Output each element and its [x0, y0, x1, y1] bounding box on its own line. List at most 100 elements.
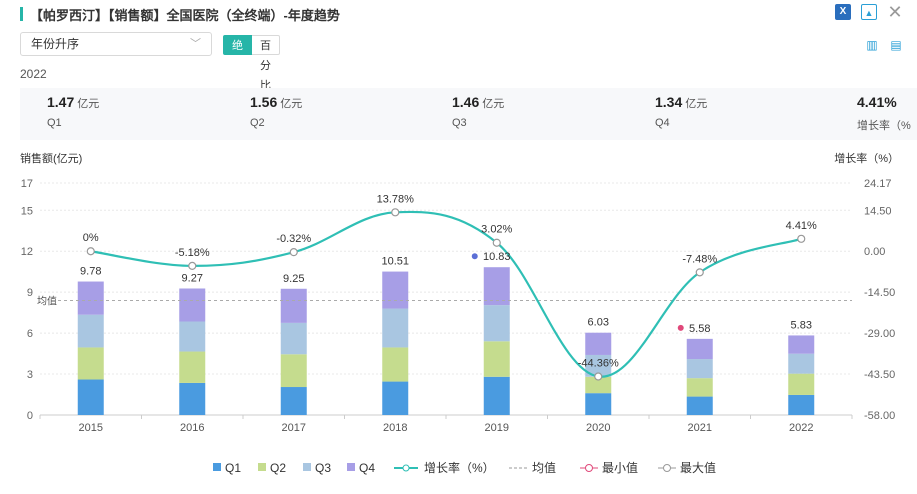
x-tick-label: 2019 [485, 422, 509, 434]
kpi-growth: 4.41% 增长率（% [857, 94, 911, 133]
bar-q1 [483, 376, 510, 415]
growth-point [797, 234, 806, 243]
bar-q4 [280, 288, 307, 323]
bar-q1 [585, 393, 612, 415]
total-label: 9.27 [182, 272, 203, 284]
growth-label: -44.36% [578, 357, 619, 369]
image-icon[interactable]: ▲ [861, 4, 877, 20]
legend-label: Q1 [225, 461, 241, 475]
x-tick-label: 2022 [789, 422, 813, 434]
title-toolbar: X ▲ ✕ [835, 2, 903, 22]
close-icon[interactable]: ✕ [887, 2, 903, 22]
growth-point [492, 238, 501, 247]
bar-q3 [77, 314, 104, 348]
y2-tick-label: 0.00 [864, 246, 885, 258]
kpi-q2: 1.56 亿元 Q2 [250, 94, 302, 129]
title-bar: 【帕罗西汀】【销售额】全国医院（全终端）-年度趋势 X ▲ ✕ [0, 0, 917, 28]
y2-tick-label: -43.50 [864, 369, 895, 381]
x-tick-label: 2017 [282, 422, 306, 434]
kpi-label: Q3 [452, 117, 467, 129]
growth-point [594, 372, 603, 381]
growth-label: -7.48% [682, 253, 717, 265]
bar-q2 [585, 376, 612, 394]
kpi-label: Q2 [250, 117, 265, 129]
data-labels: 9.78 0% 9.27 -5.18% 9.25 -0.32% 10.51 13.78% 10.… [80, 193, 817, 369]
legend-line-marker [402, 464, 410, 472]
bar-q4 [585, 332, 612, 355]
grid: 0 -58.00 3 -43.50 6 -29.00 9 -14.50 12 0.00 15 14.5… [21, 178, 895, 422]
bar-chart-icon[interactable]: ▥ [866, 38, 878, 52]
bar-q4 [788, 335, 815, 354]
total-label: 10.51 [381, 256, 409, 268]
x-tick-label: 2021 [688, 422, 712, 434]
x-tick-label: 2015 [79, 422, 103, 434]
x-tick-label: 2016 [180, 422, 204, 434]
y-tick-label: 12 [21, 246, 33, 258]
bar-q3 [382, 308, 409, 348]
view-icons: ▥ ▤ [865, 38, 903, 52]
sort-select[interactable]: 年份升序 ﹀ [20, 32, 212, 56]
min-marker [677, 324, 684, 331]
growth-point [289, 248, 298, 257]
y2-tick-label: -29.00 [864, 328, 895, 340]
legend-label: Q4 [359, 461, 375, 475]
bar-q3 [179, 321, 206, 352]
kpi-value: 4.41% [857, 94, 897, 110]
document-icon[interactable]: ▤ [890, 38, 902, 52]
bar-q2 [179, 351, 206, 383]
y-tick-label: 3 [27, 369, 33, 381]
bar-q3 [686, 359, 713, 379]
summary-year: 2022 [20, 67, 47, 81]
growth-label: 13.78% [377, 193, 415, 205]
legend-label: 均值 [532, 460, 556, 475]
kpi-value: 1.47 [47, 94, 75, 110]
y2-axis-title: 增长率（%） [834, 151, 899, 165]
kpi-label: Q4 [655, 117, 670, 129]
total-label: 9.25 [283, 273, 304, 285]
kpi-q4: 1.34 亿元 Q4 [655, 94, 707, 129]
kpi-unit: 亿元 [482, 98, 505, 110]
growth-label: -0.32% [276, 233, 311, 245]
chevron-down-icon: ﹀ [190, 38, 201, 50]
bar-q2 [788, 373, 815, 395]
bar-q1 [382, 381, 409, 415]
toggle-percent-button[interactable]: 百分比 [252, 35, 280, 92]
legend-marker [663, 464, 671, 472]
bar-q2 [77, 347, 104, 380]
y2-tick-label: 24.17 [864, 178, 892, 190]
bar-q1 [788, 394, 815, 415]
legend-label: 最大值 [680, 460, 716, 475]
excel-icon[interactable]: X [835, 4, 851, 20]
total-label: 9.78 [80, 266, 101, 278]
total-label: 5.83 [791, 319, 812, 331]
total-label: 5.58 [689, 323, 710, 335]
y-axis-title: 销售额(亿元) [20, 151, 82, 165]
bar-q4 [686, 338, 713, 360]
growth-point [695, 268, 704, 277]
bar-q3 [483, 305, 510, 342]
growth-label: -5.18% [175, 247, 210, 259]
growth-point [188, 261, 197, 270]
bar-q1 [77, 379, 104, 415]
legend-label: 增长率（%） [424, 460, 495, 475]
bar-q4 [382, 271, 409, 309]
toggle-absolute-button[interactable]: 绝对值 [223, 35, 252, 92]
y-tick-label: 9 [27, 287, 33, 299]
sort-select-value: 年份升序 [31, 37, 80, 51]
bar-q3 [585, 354, 612, 377]
growth-point [86, 247, 95, 256]
kpi-value: 1.46 [452, 94, 480, 110]
legend-label: Q2 [270, 461, 286, 475]
page-title: 【帕罗西汀】【销售额】全国医院（全终端）-年度趋势 [30, 8, 340, 23]
title-accent-bar [20, 7, 23, 21]
legend[interactable]: Q1 Q2 Q3 Q4 增长率（%） 均值 最小值 最大值 [213, 460, 716, 475]
bar-q1 [280, 387, 307, 415]
y-tick-label: 15 [21, 205, 33, 217]
kpi-unit: 亿元 [77, 98, 100, 110]
y2-tick-label: 14.50 [864, 205, 892, 217]
bar-q1 [686, 396, 713, 415]
growth-point [391, 208, 400, 217]
legend-swatch [258, 463, 266, 471]
bar-q1 [179, 382, 206, 415]
